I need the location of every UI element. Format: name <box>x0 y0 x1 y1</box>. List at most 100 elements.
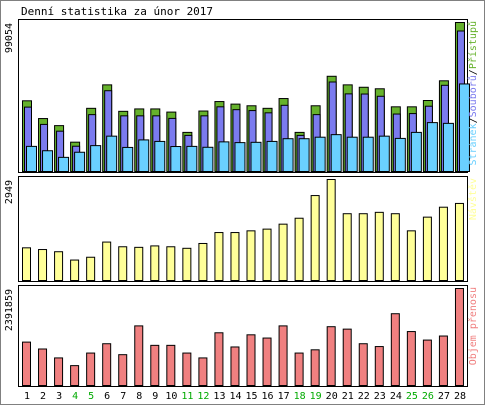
bar-visits-2 <box>38 249 48 282</box>
bar-traffic-20 <box>326 326 336 387</box>
bar-traffic-25 <box>406 331 416 386</box>
bar-str-nek-25 <box>410 131 422 172</box>
bar-str-nek-28 <box>458 83 470 172</box>
bar-str-nek-12 <box>202 146 214 172</box>
x-tick-label-22: 22 <box>358 391 370 402</box>
bar-traffic-7 <box>118 354 128 386</box>
x-tick-label-23: 23 <box>374 391 386 402</box>
bar-visits-25 <box>406 230 416 281</box>
bar-traffic-1 <box>22 341 31 386</box>
x-tick-label-6: 6 <box>104 391 110 402</box>
bar-str-nek-11 <box>186 145 198 173</box>
bar-traffic-15 <box>246 334 256 387</box>
bar-traffic-10 <box>166 344 176 387</box>
y-legend-label-2: Objem přenosu <box>467 287 479 365</box>
bar-traffic-9 <box>150 344 160 387</box>
x-tick-label-18: 18 <box>294 391 306 402</box>
bar-visits-15 <box>246 230 256 281</box>
bar-traffic-5 <box>86 352 96 386</box>
bar-traffic-23 <box>374 346 384 386</box>
bar-traffic-8 <box>134 325 144 387</box>
bar-traffic-4 <box>70 365 80 386</box>
bar-traffic-22 <box>358 343 368 387</box>
bar-traffic-6 <box>102 343 112 387</box>
bar-str-nek-21 <box>346 136 358 172</box>
bar-visits-26 <box>422 216 432 282</box>
chart-title: Denní statistika za únor 2017 <box>21 5 213 18</box>
bar-str-nek-24 <box>394 137 406 172</box>
x-tick-label-2: 2 <box>40 391 46 402</box>
bar-traffic-27 <box>438 335 448 386</box>
bar-str-nek-9 <box>154 140 166 173</box>
bar-visits-5 <box>86 256 96 281</box>
bar-visits-28 <box>454 202 464 282</box>
bar-str-nek-13 <box>218 141 230 172</box>
bar-traffic-17 <box>278 325 288 387</box>
bar-traffic-12 <box>198 357 208 387</box>
bar-visits-12 <box>198 242 208 282</box>
bar-traffic-16 <box>262 337 272 386</box>
bar-traffic-3 <box>54 357 64 387</box>
bar-visits-13 <box>214 232 224 281</box>
bar-traffic-26 <box>422 339 432 386</box>
bar-str-nek-18 <box>298 138 310 172</box>
x-tick-label-5: 5 <box>88 391 94 402</box>
bar-visits-14 <box>230 232 240 281</box>
bar-traffic-21 <box>342 328 352 386</box>
x-tick-label-28: 28 <box>454 391 466 402</box>
bar-visits-16 <box>262 228 272 281</box>
x-tick-label-20: 20 <box>326 391 338 402</box>
bar-str-nek-4 <box>74 151 86 172</box>
bar-str-nek-14 <box>234 142 246 173</box>
bar-traffic-19 <box>310 349 320 387</box>
x-tick-label-3: 3 <box>56 391 62 402</box>
bar-str-nek-17 <box>282 138 294 172</box>
bar-str-nek-26 <box>426 122 438 172</box>
bar-visits-19 <box>310 195 320 281</box>
x-tick-label-24: 24 <box>390 391 402 402</box>
x-tick-label-14: 14 <box>229 391 241 402</box>
x-tick-label-7: 7 <box>120 391 126 402</box>
bar-visits-27 <box>438 206 448 281</box>
bar-str-nek-19 <box>314 136 326 172</box>
bar-str-nek-22 <box>362 136 374 172</box>
legend-part-1: / <box>468 117 479 123</box>
bar-traffic-2 <box>38 348 48 386</box>
bar-visits-23 <box>374 211 384 281</box>
x-tick-label-19: 19 <box>310 391 322 402</box>
panel-frame-1 <box>18 176 468 282</box>
bar-str-nek-6 <box>106 135 118 172</box>
bar-traffic-13 <box>214 332 224 387</box>
bar-traffic-11 <box>182 352 192 386</box>
bar-visits-21 <box>342 213 352 281</box>
bar-visits-1 <box>22 247 31 282</box>
bar-visits-24 <box>390 213 400 281</box>
y-max-label-0: 99054 <box>4 23 15 53</box>
x-tick-label-11: 11 <box>181 391 193 402</box>
bar-visits-11 <box>182 247 192 281</box>
bar-traffic-18 <box>294 352 304 386</box>
x-tick-label-17: 17 <box>278 391 290 402</box>
x-tick-label-8: 8 <box>136 391 142 402</box>
bar-visits-18 <box>294 217 304 281</box>
bar-str-nek-5 <box>90 145 102 172</box>
bar-str-nek-20 <box>330 134 342 172</box>
bar-str-nek-3 <box>58 156 70 173</box>
y-legend-label-0: Stránek/Souborů/Přístupů <box>467 21 479 166</box>
bar-visits-22 <box>358 213 368 281</box>
bar-str-nek-2 <box>42 150 54 172</box>
y-legend-label-1: Návštěv <box>467 178 479 220</box>
bar-visits-10 <box>166 246 176 281</box>
y-max-label-2: 2391859 <box>4 289 15 331</box>
bar-visits-20 <box>326 179 336 281</box>
legend-part-4: Přístupů <box>467 21 479 69</box>
x-tick-label-12: 12 <box>197 391 209 402</box>
bar-str-nek-16 <box>266 140 278 173</box>
legend-part-3: / <box>468 69 479 75</box>
x-tick-label-15: 15 <box>245 391 257 402</box>
bar-visits-8 <box>134 246 144 281</box>
x-tick-label-26: 26 <box>422 391 434 402</box>
x-tick-label-16: 16 <box>262 391 274 402</box>
